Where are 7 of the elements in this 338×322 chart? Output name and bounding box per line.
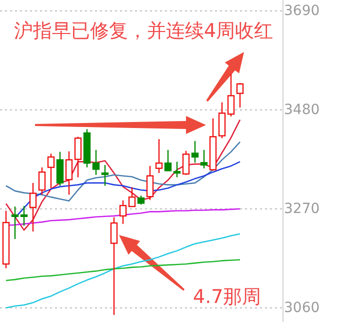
y-tick-label: 3480	[284, 102, 320, 118]
y-tick-label: 3690	[284, 2, 320, 19]
y-tick-label: 3060	[284, 300, 320, 316]
title: 沪指早已修复，并连续4周收红	[14, 20, 274, 42]
candlestick	[29, 182, 37, 232]
y-tick-label: 3270	[284, 200, 320, 217]
annotation: 4.7那周	[193, 286, 262, 308]
